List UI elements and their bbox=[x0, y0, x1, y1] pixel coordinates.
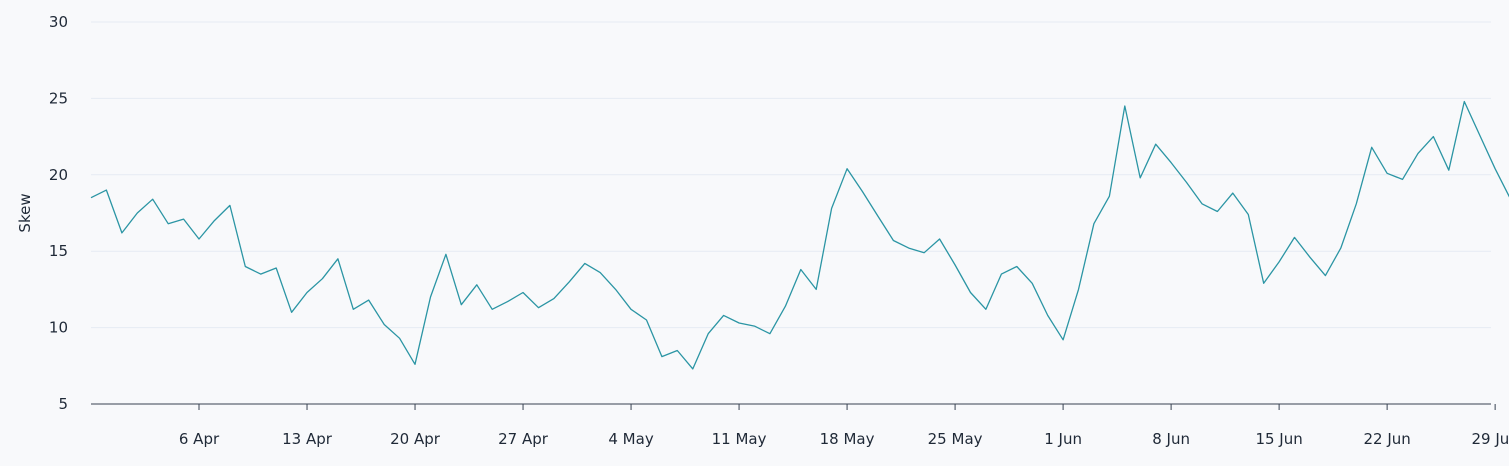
x-tick-label: 22 Jun bbox=[1363, 430, 1410, 448]
y-tick-label: 10 bbox=[49, 319, 68, 337]
x-tick-label: 20 Apr bbox=[390, 430, 441, 448]
x-axis: 6 Apr 13 Apr 20 Apr 27 Apr 4 May 11 May 18 May… bbox=[91, 403, 1509, 448]
x-tick-label: 29 Jun bbox=[1471, 430, 1509, 448]
x-tick-label: 15 Jun bbox=[1255, 430, 1302, 448]
x-tick-label: 11 May bbox=[712, 430, 767, 448]
y-axis: 5 10 15 20 25 30 bbox=[49, 13, 68, 413]
series-layer bbox=[90, 100, 1509, 370]
y-tick-label: 15 bbox=[49, 242, 68, 260]
x-tick-label: 18 May bbox=[820, 430, 875, 448]
grid-lines bbox=[91, 21, 1491, 329]
x-tick-label: 1 Jun bbox=[1044, 430, 1082, 448]
y-tick-label: 30 bbox=[49, 13, 68, 31]
x-tick-label: 8 Jun bbox=[1152, 430, 1190, 448]
x-tick-label: 4 May bbox=[608, 430, 653, 448]
x-tick-label: 13 Apr bbox=[282, 430, 333, 448]
x-tick-label: 6 Apr bbox=[179, 430, 220, 448]
y-tick-label: 20 bbox=[49, 166, 68, 184]
x-tick-label: 27 Apr bbox=[498, 430, 549, 448]
y-tick-label: 25 bbox=[49, 89, 68, 107]
series-line bbox=[90, 100, 1509, 370]
y-axis-label: Skew bbox=[16, 193, 34, 232]
x-tick-label: 25 May bbox=[928, 430, 983, 448]
y-tick-label: 5 bbox=[58, 395, 68, 413]
